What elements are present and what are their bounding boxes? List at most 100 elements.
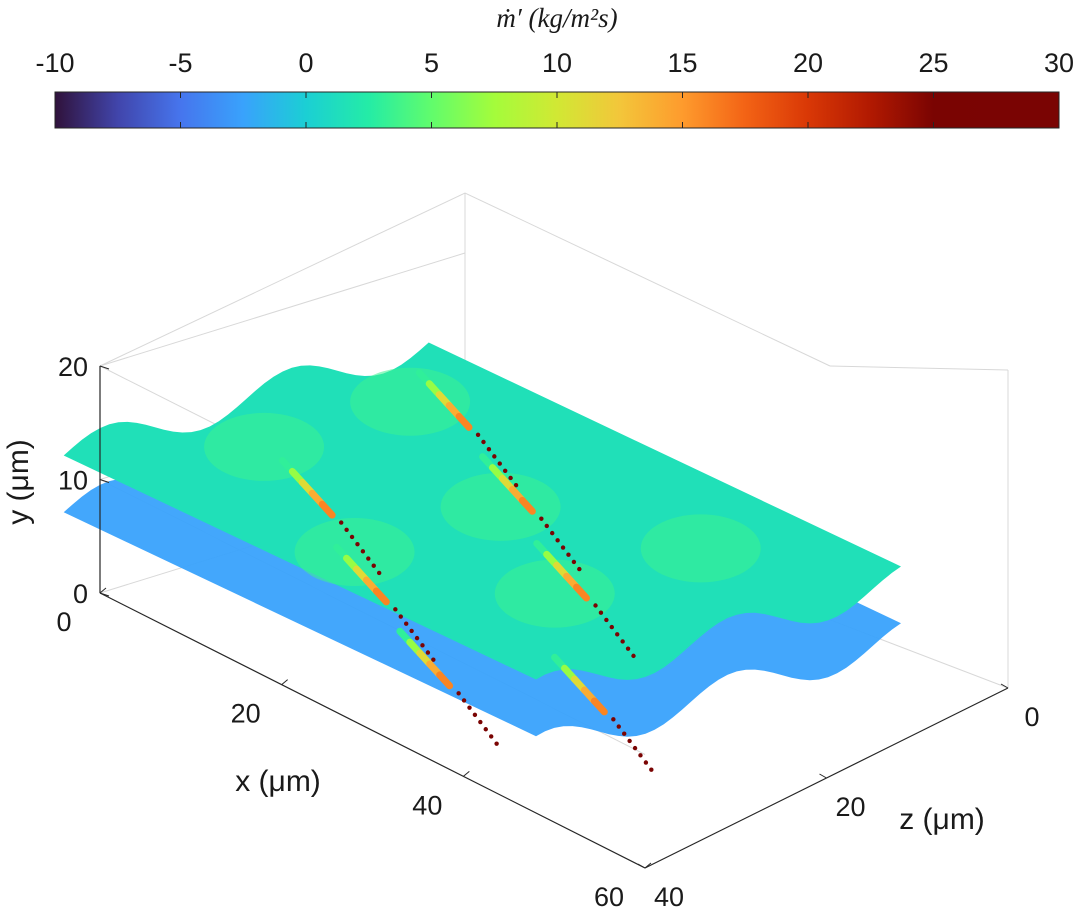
surface-bulge-0 bbox=[350, 367, 471, 436]
streak-3-droplet-1 bbox=[344, 527, 349, 532]
x-tick-label-2: 40 bbox=[412, 790, 442, 820]
y-tick-label-2: 20 bbox=[58, 352, 88, 382]
streak-4-droplet-4 bbox=[414, 635, 420, 641]
colorbar-tick-label-5: 15 bbox=[667, 48, 697, 78]
streak-5-droplet-5 bbox=[483, 727, 488, 732]
colorbar-tick-label-7: 25 bbox=[918, 48, 948, 78]
streak-4-segment-4 bbox=[372, 587, 390, 606]
surface-bulge-5 bbox=[494, 559, 615, 628]
streak-0-droplet-7 bbox=[513, 482, 519, 488]
colorbar-tick-label-3: 5 bbox=[424, 48, 439, 78]
streak-5-droplet-4 bbox=[478, 719, 483, 725]
streak-4-droplet-7 bbox=[431, 657, 436, 662]
streak-6-droplet-5 bbox=[638, 753, 643, 758]
colorbar-tick-label-8: 30 bbox=[1044, 48, 1074, 78]
streak-4-droplet-3 bbox=[409, 628, 414, 634]
streak-3-droplet-7 bbox=[376, 570, 382, 576]
surface-bulge-2 bbox=[440, 472, 561, 541]
colorbar-tick-label-2: 0 bbox=[298, 48, 313, 78]
streak-0-droplet-6 bbox=[508, 475, 513, 481]
z-tick-mark-0 bbox=[1000, 683, 1009, 689]
x-tick-mark-3 bbox=[644, 862, 652, 869]
y-tick-mark-0 bbox=[99, 592, 110, 597]
streak-6-droplet-1 bbox=[616, 724, 621, 729]
streak-6-droplet-4 bbox=[632, 745, 638, 751]
y-axis-ticks: 0 10 20 bbox=[58, 352, 110, 609]
streak-0-segment-4 bbox=[455, 412, 473, 431]
streak-5-segment-4 bbox=[436, 671, 454, 690]
streak-1-segment-4 bbox=[518, 496, 536, 515]
streak-3-segment-4 bbox=[318, 500, 336, 519]
streak-3-droplet-0 bbox=[338, 520, 344, 525]
streak-1-droplet-2 bbox=[550, 530, 555, 536]
streak-1-droplet-6 bbox=[571, 559, 577, 565]
streak-3-droplet-2 bbox=[349, 534, 355, 540]
z-tick-mark-2 bbox=[637, 863, 646, 869]
streak-0-droplet-0 bbox=[475, 432, 481, 437]
streak-6-droplet-7 bbox=[649, 767, 654, 772]
colorbar-tick-marks bbox=[54, 92, 1060, 128]
right-vertical-edge bbox=[829, 365, 1009, 688]
streak-0-droplet-1 bbox=[481, 439, 486, 445]
streak-6-droplet-6 bbox=[643, 760, 649, 765]
streak-0-droplet-5 bbox=[502, 468, 508, 473]
surface-bulge-4 bbox=[640, 514, 761, 583]
y-tick-label-1: 10 bbox=[58, 466, 88, 496]
streak-4-droplet-5 bbox=[420, 643, 425, 648]
streak-1-droplet-0 bbox=[539, 516, 544, 521]
z-axis-label: z (μm) bbox=[899, 803, 985, 836]
streak-3-droplet-6 bbox=[371, 563, 376, 568]
streak-2-droplet-5 bbox=[620, 639, 625, 644]
streak-2-droplet-1 bbox=[598, 610, 604, 615]
mass-flux-surface bbox=[63, 342, 901, 772]
colorbar-title: ṁ′ (kg/m²s) bbox=[496, 3, 617, 33]
x-tick-mark-2 bbox=[463, 770, 470, 777]
colorbar-tick-label-1: -5 bbox=[168, 48, 192, 78]
streak-6-droplet-0 bbox=[611, 717, 616, 722]
streak-5-droplet-6 bbox=[488, 734, 494, 739]
y-tick-mark-1 bbox=[99, 479, 110, 483]
streak-4-droplet-1 bbox=[398, 614, 403, 619]
y-tick-label-0: 0 bbox=[73, 579, 88, 609]
streak-6-segment-4 bbox=[590, 697, 608, 716]
x-tick-label-1: 20 bbox=[231, 699, 261, 729]
colorbar-tick-label-0: -10 bbox=[35, 48, 74, 78]
streak-0-droplet-4 bbox=[497, 461, 502, 466]
colorbar-tick-label-4: 10 bbox=[542, 48, 572, 78]
surface-bulge-1 bbox=[204, 412, 325, 481]
x-tick-label-0: 0 bbox=[56, 607, 71, 637]
streak-5-droplet-3 bbox=[472, 712, 478, 718]
streak-5-droplet-7 bbox=[494, 741, 499, 746]
streak-1-droplet-7 bbox=[577, 566, 582, 572]
streak-2-droplet-0 bbox=[593, 603, 598, 608]
streak-4-droplet-0 bbox=[393, 607, 398, 612]
surface-bulge-3 bbox=[294, 518, 415, 587]
colorbar-tick-labels: -10 -5 0 5 10 15 20 25 30 bbox=[35, 48, 1074, 78]
y-axis-label: y (μm) bbox=[2, 439, 35, 525]
streak-2-segment-4 bbox=[573, 583, 590, 602]
z-tick-mark-1 bbox=[819, 773, 827, 779]
streak-2-droplet-6 bbox=[625, 646, 631, 651]
streak-1-droplet-4 bbox=[560, 545, 566, 550]
streak-3-droplet-4 bbox=[360, 549, 366, 554]
z-axis-ticks: 0 20 40 bbox=[637, 683, 1040, 909]
x-axis-line bbox=[99, 592, 646, 869]
streak-4-droplet-6 bbox=[425, 650, 431, 655]
axes: 0 10 20 0 20 40 60 0 20 40 y (μm) x (μm) z (μm) bbox=[2, 352, 1040, 909]
streak-1-droplet-5 bbox=[566, 552, 571, 557]
streak-1-droplet-1 bbox=[544, 523, 549, 529]
streak-0-droplet-2 bbox=[486, 446, 492, 452]
x-axis-label: x (μm) bbox=[235, 765, 321, 798]
colorbar-tick-label-6: 20 bbox=[793, 48, 823, 78]
streak-3-droplet-5 bbox=[366, 556, 371, 561]
x-tick-label-3: 60 bbox=[594, 882, 624, 909]
streak-1-droplet-3 bbox=[555, 538, 560, 543]
streak-5-droplet-0 bbox=[456, 691, 461, 696]
streak-2-droplet-3 bbox=[609, 624, 614, 630]
x-tick-mark-0 bbox=[99, 587, 107, 594]
z-tick-label-2: 40 bbox=[654, 882, 684, 909]
streak-4-droplet-2 bbox=[404, 621, 409, 626]
streak-6-droplet-2 bbox=[622, 731, 627, 736]
z-tick-label-1: 20 bbox=[835, 792, 865, 822]
